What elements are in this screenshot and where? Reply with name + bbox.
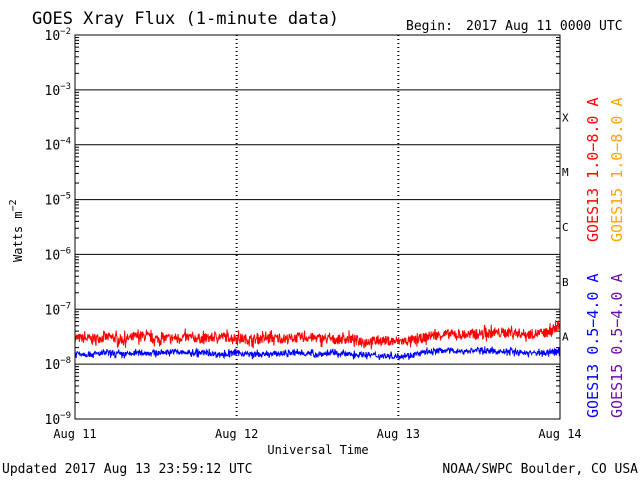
x-tick-label: Aug 13 bbox=[377, 427, 420, 441]
x-tick-label: Aug 11 bbox=[53, 427, 96, 441]
plot-frame bbox=[74, 34, 561, 420]
x-tick-label: Aug 12 bbox=[215, 427, 258, 441]
y-tick-exponent: −5 bbox=[60, 192, 71, 202]
y-tick-label: 10−8 bbox=[45, 356, 72, 373]
chart-title: GOES Xray Flux (1-minute data) bbox=[32, 9, 339, 29]
y-axis-label: Watts m−2 bbox=[8, 199, 25, 262]
y-tick-base: 10 bbox=[45, 303, 61, 318]
y-tick-label: 10−5 bbox=[45, 192, 72, 209]
flare-class-c: C bbox=[562, 221, 569, 234]
legend-goes15-long: GOES15 1.0−8.0 A bbox=[608, 98, 626, 243]
y-tick-exponent: −4 bbox=[60, 137, 71, 147]
grid-layer bbox=[75, 34, 560, 420]
begin-date: 2017 Aug 11 0000 UTC bbox=[466, 19, 623, 34]
y-tick-label: 10−2 bbox=[45, 27, 72, 44]
legend-goes13-long: GOES13 1.0−8.0 A bbox=[584, 98, 602, 243]
flare-class-x: X bbox=[562, 111, 569, 124]
source-credit: NOAA/SWPC Boulder, CO USA bbox=[442, 462, 638, 477]
y-tick-exponent: −6 bbox=[60, 246, 71, 256]
y-tick-exponent: −9 bbox=[60, 411, 71, 421]
legend-goes13-short: GOES13 0.5−4.0 A bbox=[584, 274, 602, 419]
y-tick-base: 10 bbox=[45, 29, 61, 44]
y-axis-label-exponent: −2 bbox=[8, 199, 19, 211]
flare-class-b: B bbox=[562, 276, 569, 289]
x-axis-label: Universal Time bbox=[267, 443, 368, 457]
begin-label: Begin: bbox=[406, 19, 453, 34]
y-tick-label: 10−4 bbox=[45, 137, 72, 154]
y-tick-exponent: −8 bbox=[60, 356, 71, 366]
flare-class-labels: X M C B A bbox=[562, 111, 569, 343]
y-tick-label: 10−3 bbox=[45, 82, 72, 99]
y-tick-base: 10 bbox=[45, 84, 61, 99]
flare-class-m: M bbox=[562, 166, 569, 179]
y-tick-label: 10−9 bbox=[45, 411, 72, 428]
y-tick-base: 10 bbox=[45, 358, 61, 373]
y-tick-exponent: −2 bbox=[60, 27, 71, 37]
series-line-goes13-long bbox=[74, 320, 561, 350]
y-tick-base: 10 bbox=[45, 194, 61, 209]
y-tick-labels: 10−210−310−410−510−610−710−810−9 bbox=[45, 27, 72, 428]
y-tick-base: 10 bbox=[45, 139, 61, 154]
legend-goes15-short: GOES15 0.5−4.0 A bbox=[608, 274, 626, 419]
series-layer bbox=[74, 320, 561, 361]
y-tick-exponent: −7 bbox=[60, 301, 71, 311]
x-tick-label: Aug 14 bbox=[538, 427, 581, 441]
series-line-goes13-short bbox=[74, 346, 561, 361]
y-tick-label: 10−7 bbox=[45, 301, 72, 318]
y-axis-label-main: Watts m bbox=[11, 211, 25, 262]
y-tick-base: 10 bbox=[45, 413, 61, 428]
y-tick-base: 10 bbox=[45, 248, 61, 263]
updated-timestamp: Updated 2017 Aug 13 23:59:12 UTC bbox=[2, 462, 252, 477]
flare-class-a: A bbox=[562, 331, 569, 344]
x-tick-labels: Aug 11 Aug 12 Aug 13 Aug 14 bbox=[53, 427, 581, 441]
y-tick-exponent: −3 bbox=[60, 82, 71, 92]
y-tick-label: 10−6 bbox=[45, 246, 72, 263]
